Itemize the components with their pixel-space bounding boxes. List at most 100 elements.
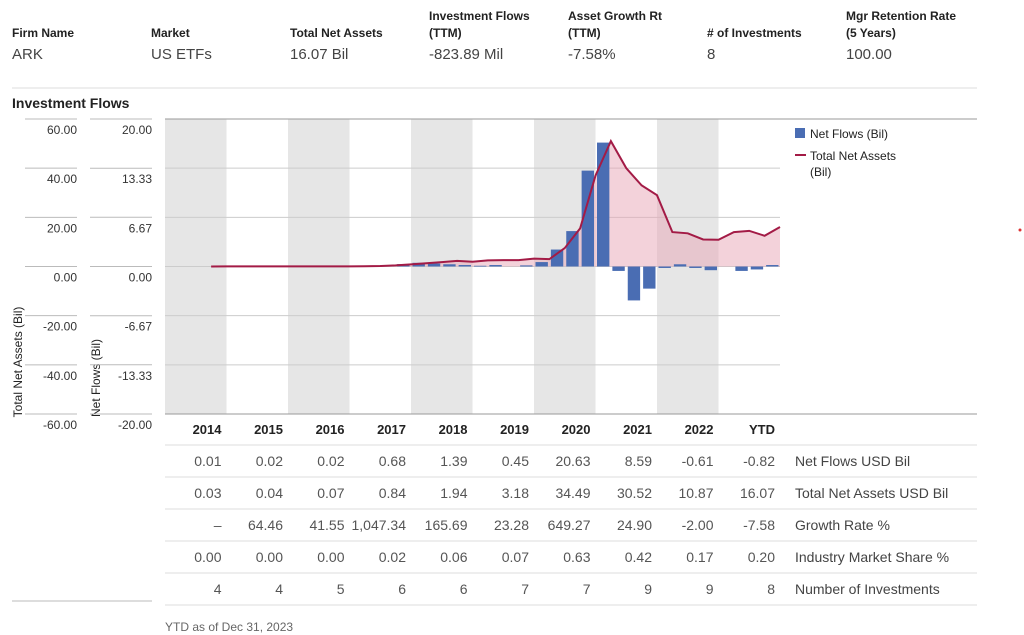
y-axis-title: Total Net Assets (Bil) [11,307,25,418]
bar [458,265,471,267]
y2-axis-title: Net Flows (Bil) [89,339,103,417]
stat-label: Market [151,26,190,40]
table-cell: 16.07 [740,485,775,501]
table-cell: -2.00 [682,517,714,533]
stat-label: Mgr Retention Rate (5 Years) [846,9,957,40]
table-cell: 0.00 [256,549,283,565]
line [211,138,781,268]
bar [550,249,564,267]
table-cell: 0.07 [502,549,529,565]
y2-tick-label: 20.00 [122,123,152,137]
stat-label: Investment Flows (TTM) [429,9,530,40]
stat-value: ARK [12,46,43,63]
y-tick-label: -20.00 [43,320,77,334]
table-header: 2014 [193,422,223,437]
table-cell: 0.04 [256,485,283,501]
table-cell: 6 [398,581,406,597]
table-cell: 0.07 [317,485,344,501]
table-cell: 0.00 [317,549,344,565]
table-cell: 34.49 [555,485,590,501]
stat-label: Firm Name [12,26,75,40]
table-cell: 0.42 [625,549,652,565]
table-cell: 0.02 [379,549,406,565]
bar [566,231,579,267]
table-cell: 20.63 [555,453,590,469]
table-cell: 7 [583,581,591,597]
bar [735,266,748,271]
chart-title: Investment Flows [12,95,130,111]
table-cell: 9 [706,581,714,597]
table-cell: 24.90 [617,517,652,533]
table-cell: 0.45 [502,453,529,469]
y2-tick-label: -13.33 [118,369,152,383]
table-cell: 0.02 [317,453,344,469]
footnote: YTD as of Dec 31, 2023 [165,620,293,634]
table-cell: 4 [214,581,222,597]
row-label: Growth Rate % [795,517,890,533]
bar [474,265,487,267]
bar [520,265,533,267]
table-cell: 8.59 [625,453,652,469]
bar [643,266,656,289]
y-tick-label: -60.00 [43,418,77,432]
table-cell: 41.55 [309,517,344,533]
y2-tick-label: 13.33 [122,172,152,186]
bar [597,142,610,267]
table-cell: 0.03 [194,485,221,501]
row-label: Industry Market Share % [795,549,949,565]
table-header: 2016 [316,422,345,437]
stat-value: 100.00 [846,46,892,63]
table-header: 2020 [562,422,591,437]
stat: Market US ETFs [151,6,269,63]
legend-label: Total Net Assets (Bil) [810,149,897,179]
table-cell: 649.27 [548,517,591,533]
stat: Investment Flows (TTM) -823.89 Mil [429,6,547,63]
dot [1018,228,1022,232]
table-cell: 23.28 [494,517,529,533]
legend-swatch [795,154,806,156]
table-cell: 6 [460,581,468,597]
stat: Total Net Assets 16.07 Bil [290,6,408,63]
stat-value: US ETFs [151,46,212,63]
y-tick-label: 40.00 [47,172,77,186]
table-header: 2022 [685,422,714,437]
table-cell: -0.82 [743,453,775,469]
stat-label: # of Investments [707,26,802,40]
table-cell: 0.17 [686,549,713,565]
bar [443,264,456,267]
y2-tick-label: 0.00 [129,271,153,285]
y-tick-label: -40.00 [43,369,77,383]
table-header: 2021 [623,422,652,437]
table-cell: 64.46 [248,517,283,533]
row-label: Number of Investments [795,581,940,597]
table-cell: 10.87 [678,485,713,501]
table-cell: 0.02 [256,453,283,469]
row-label: Net Flows USD Bil [795,453,910,469]
bar [489,265,502,267]
stat: Asset Growth Rt (TTM) -7.58% [568,6,686,63]
table-cell: 0.20 [748,549,775,565]
legend-label: Net Flows (Bil) [810,127,889,141]
y-tick-label: 60.00 [47,123,77,137]
stat-label: Asset Growth Rt (TTM) [568,9,663,40]
stat: # of Investments 8 [707,6,825,63]
bar [658,266,671,268]
table-cell: – [214,517,222,533]
legend-swatch [795,128,805,138]
bar [673,264,687,267]
table-cell: 1,047.34 [352,517,407,533]
table-cell: -7.58 [743,517,775,533]
stat: Mgr Retention Rate (5 Years) 100.00 [846,6,964,63]
bar [750,266,764,270]
bar [766,265,779,267]
table-cell: 1.94 [440,485,467,501]
table-cell: 9 [644,581,652,597]
table-header: 2015 [254,422,283,437]
bar [612,266,625,271]
table-cell: 5 [337,581,345,597]
table-cell: 0.06 [440,549,467,565]
y2-tick-label: -20.00 [118,418,152,432]
